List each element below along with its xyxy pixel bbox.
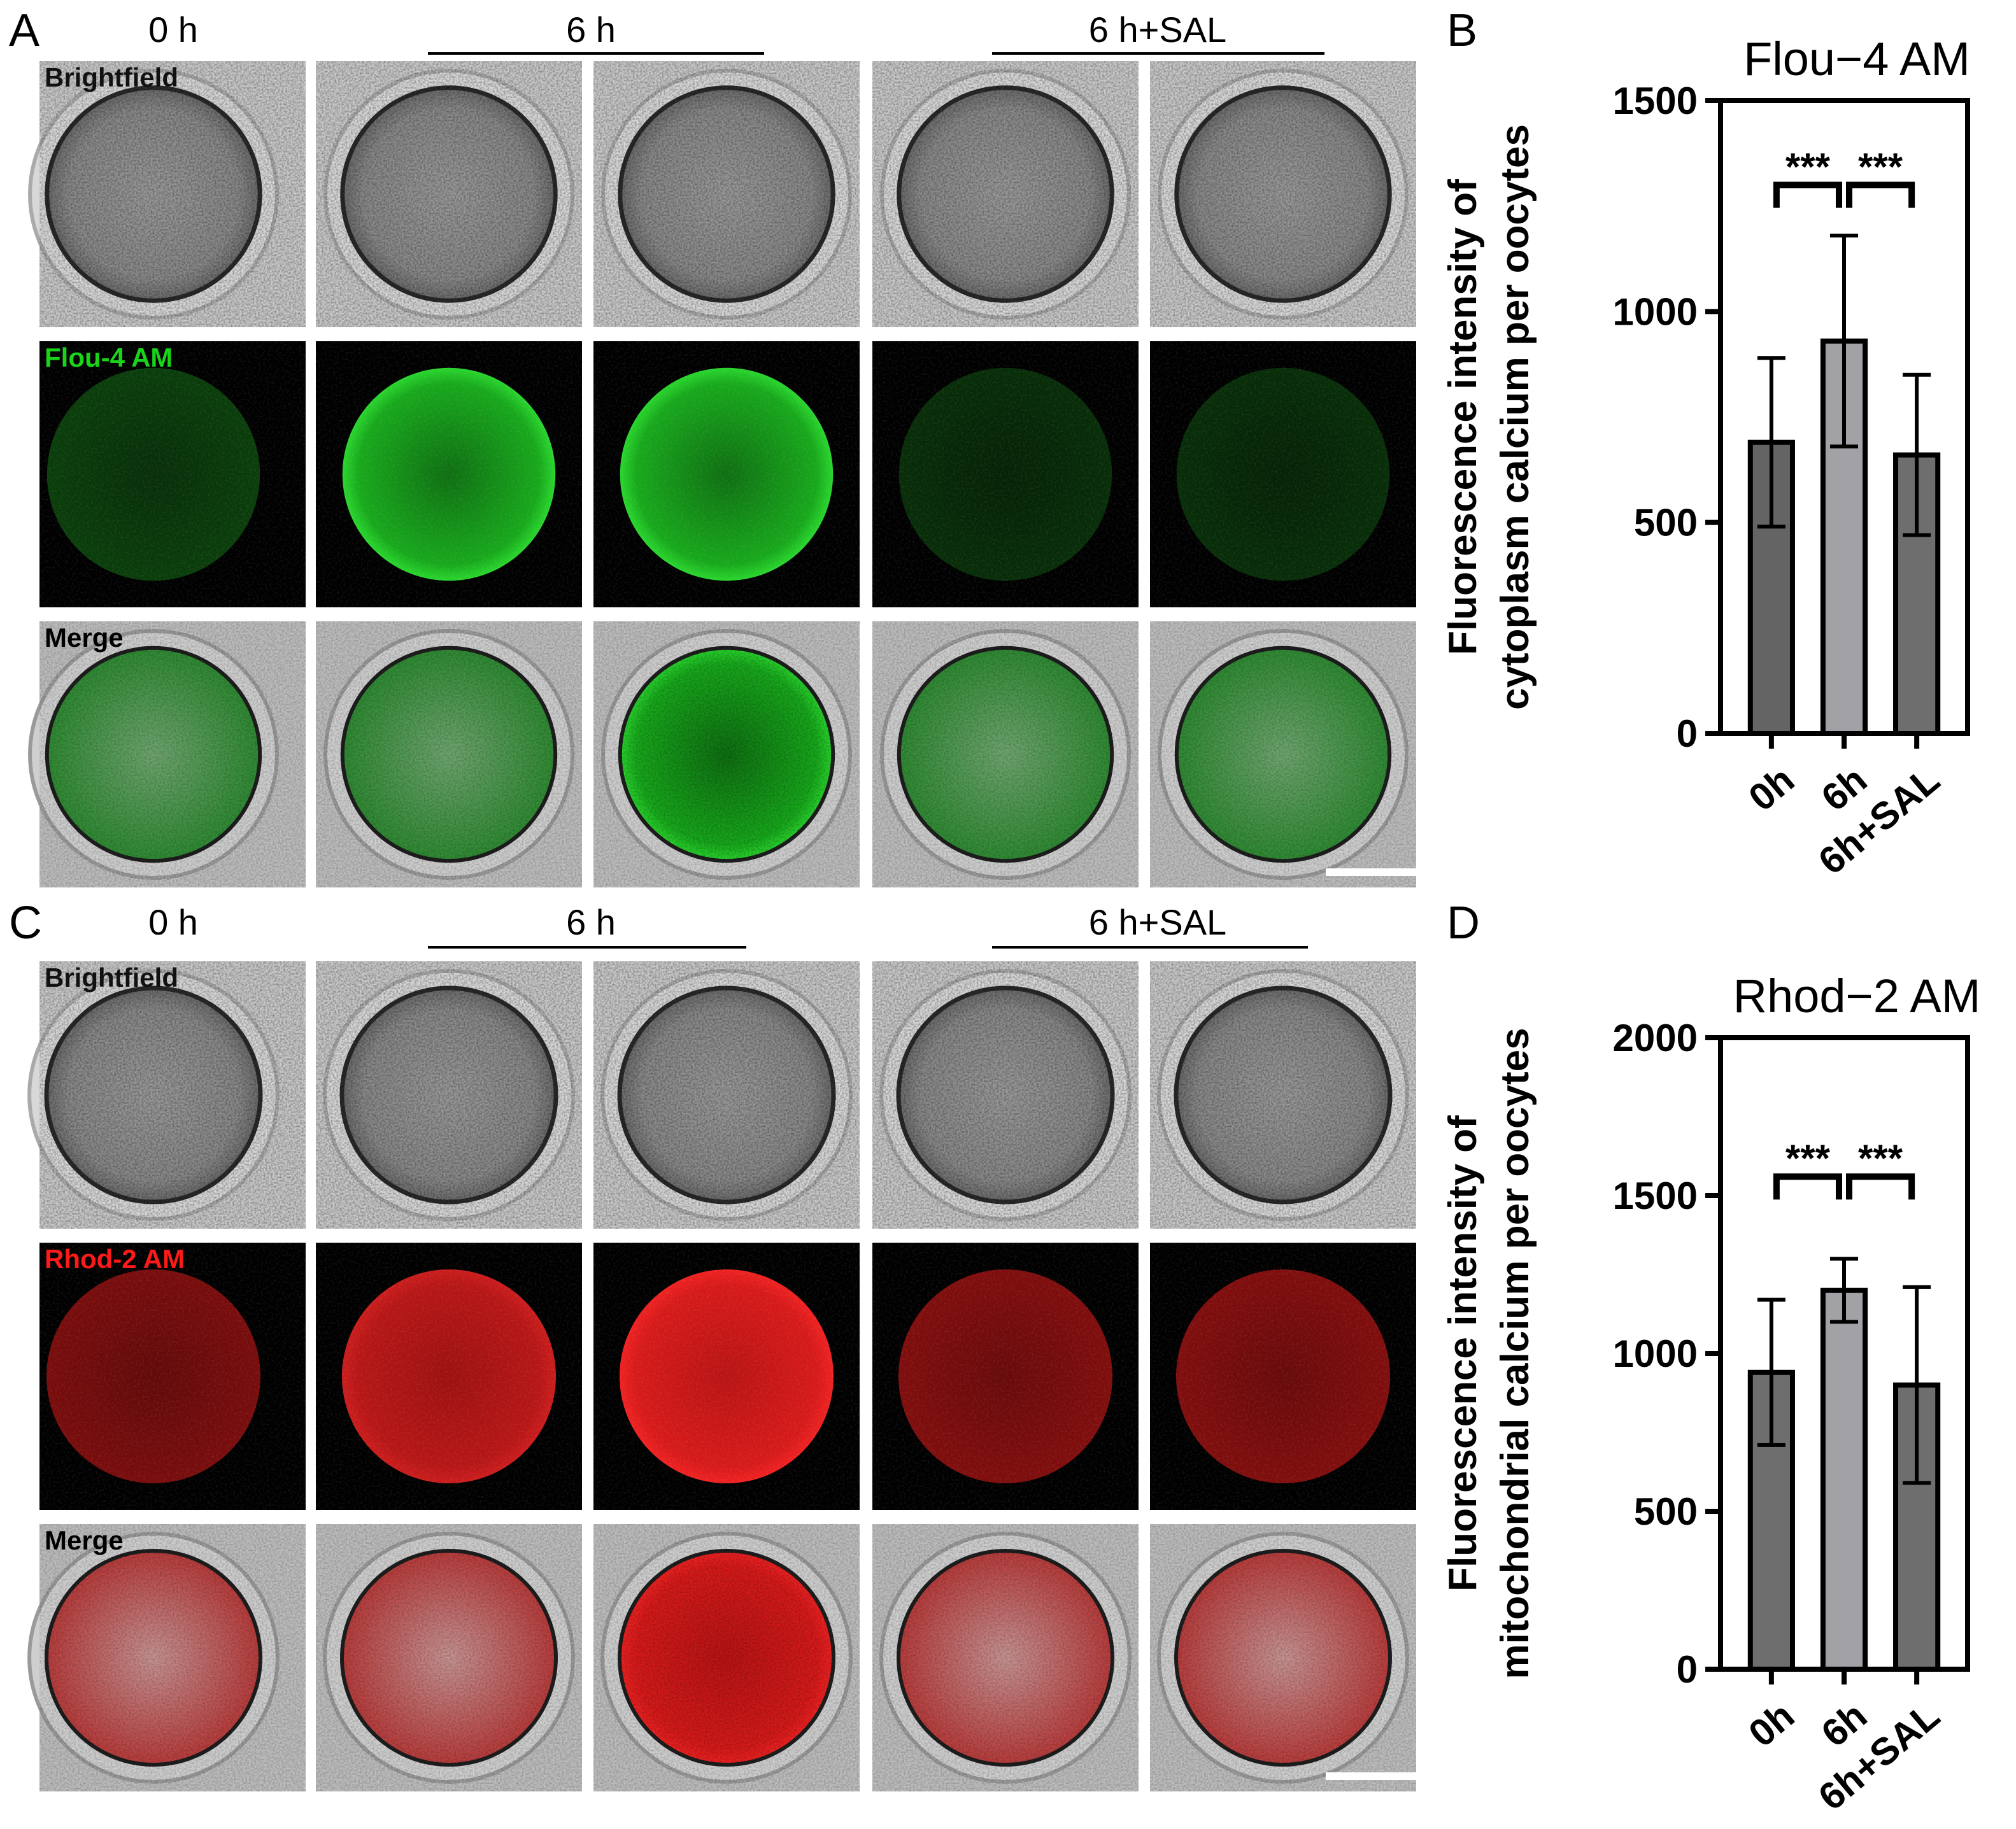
micrograph-brightfield [27,961,306,1229]
col-label-6h: 6 h [566,10,616,50]
micrograph-brightfield [593,961,860,1229]
micrograph-fluorescence [316,1243,582,1510]
micrograph-brightfield [1150,61,1416,327]
panel-d: D Rhod−2 AM Fluorescence intensity of mito… [1441,898,1980,1819]
col-label-6h-sal: 6 h+SAL [1089,10,1226,50]
x-category-label: 0h [1741,758,1803,819]
bar-6h [1820,1287,1868,1672]
micrograph-brightfield [28,61,306,327]
panel-letter-d: D [1447,898,1480,949]
row-label-merge: Merge [45,1525,124,1555]
micrograph-fluorescence [1150,1243,1416,1510]
micrograph-fluorescence [39,1243,306,1510]
micrograph-grid-c: Brightfield Rhod-2 AM Merge [27,961,1420,1791]
y-tick-label: 1000 [1613,1332,1698,1375]
micrograph-fluorescence [872,1243,1139,1510]
panel-a: A 0 h 6 h 6 h+SAL Brightfield Flou-4 AM Me… [9,5,1420,887]
y-tick-label: 1000 [1613,290,1698,333]
micrograph-merge [593,621,860,887]
col-label-6h-sal-c: 6 h+SAL [1089,902,1226,942]
row-label-brightfield: Brightfield [45,963,178,992]
row-label-brightfield: Brightfield [45,62,178,92]
row-label-stain: Flou-4 AM [45,342,173,372]
micrograph-fluorescence [1150,341,1416,607]
chart-title: Rhod−2 AM [1733,970,1981,1022]
micrograph-brightfield [1150,961,1416,1229]
y-tick-label: 2000 [1613,1017,1698,1059]
micrograph-brightfield [872,61,1139,327]
micrograph-fluorescence [872,341,1139,607]
micrograph-merge [872,621,1139,887]
col-label-0h-c: 0 h [148,902,198,942]
significance-bracket [1846,181,1915,208]
micrograph-merge [316,1524,582,1791]
col-label-6h-c: 6 h [566,902,616,942]
y-axis-label: mitochondrial calcium per oocytes [1493,1027,1537,1679]
y-tick-label: 0 [1677,1648,1698,1691]
significance-label: *** [1858,146,1903,188]
chart-title: Flou−4 AM [1743,32,1970,85]
micrograph-brightfield [316,61,582,327]
significance-bracket [1773,181,1842,208]
micrograph-merge [28,621,306,887]
micrograph-merge [593,1524,860,1791]
micrograph-fluorescence [593,1243,860,1510]
significance-bracket [1846,1173,1915,1200]
micrograph-merge [316,621,582,887]
significance-label: *** [1858,1137,1903,1180]
col-label-0h: 0 h [148,10,198,50]
y-axis-label: cytoplasm calcium per oocytes [1493,124,1537,710]
y-tick-label: 500 [1634,1490,1698,1533]
panel-b: B Flou−4 AM Fluorescence intensity of cyto… [1441,5,1970,883]
y-axis-label: Fluorescence intensity of [1441,179,1485,655]
y-tick-label: 500 [1634,502,1698,544]
micrograph-brightfield [872,961,1139,1229]
micrograph-brightfield [593,61,860,327]
micrograph-grid-a: Brightfield Flou-4 AM Merge [28,61,1420,887]
micrograph-merge [27,1524,306,1791]
y-tick-label: 1500 [1613,1175,1698,1217]
panel-letter-c: C [9,898,42,949]
row-label-stain: Rhod-2 AM [45,1244,185,1274]
micrograph-fluorescence [39,341,306,607]
y-axis-label: Fluorescence intensity of [1441,1115,1485,1592]
x-category-label: 0h [1741,1694,1803,1755]
panel-letter-b: B [1447,5,1477,56]
significance-label: *** [1785,146,1831,188]
micrograph-merge [1150,1524,1416,1791]
panel-c: C 0 h 6 h 6 h+SAL Brightfield Rhod-2 AM Me… [9,898,1420,1791]
panel-letter-a: A [9,5,39,56]
micrograph-merge [872,1524,1139,1791]
micrograph-fluorescence [593,341,860,607]
y-tick-label: 1500 [1613,80,1698,122]
significance-bracket [1773,1173,1842,1200]
micrograph-merge [1150,621,1416,887]
chart-b: Flou−4 AM Fluorescence intensity of cytopl… [1441,32,1970,883]
chart-d: Rhod−2 AM Fluorescence intensity of mitoch… [1441,970,1980,1819]
y-tick-label: 0 [1677,712,1698,755]
micrograph-brightfield [316,961,582,1229]
significance-label: *** [1785,1137,1831,1180]
micrograph-fluorescence [316,341,582,607]
row-label-merge: Merge [45,623,124,653]
